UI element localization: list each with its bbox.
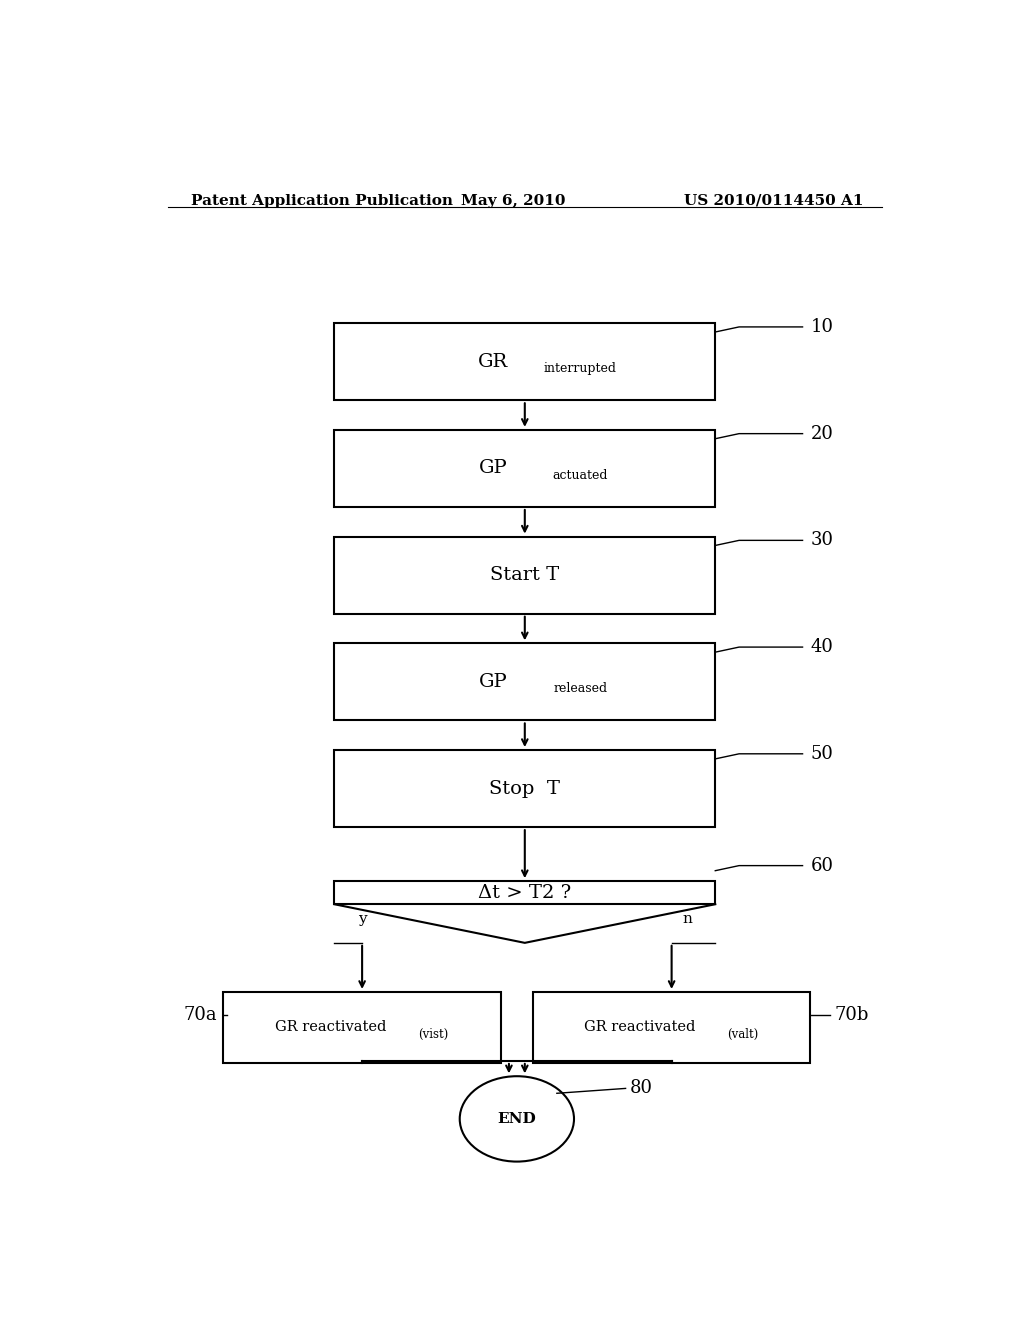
Bar bbox=[334, 323, 715, 400]
Text: 80: 80 bbox=[630, 1080, 652, 1097]
Text: May 6, 2010: May 6, 2010 bbox=[461, 194, 566, 209]
Text: 20: 20 bbox=[811, 425, 834, 442]
Text: (valt): (valt) bbox=[727, 1028, 759, 1041]
Text: 10: 10 bbox=[811, 318, 834, 335]
Text: Patent Application Publication: Patent Application Publication bbox=[191, 194, 454, 209]
Text: y: y bbox=[357, 912, 367, 927]
Text: (vist): (vist) bbox=[419, 1028, 449, 1041]
Text: Start T: Start T bbox=[490, 566, 559, 585]
Ellipse shape bbox=[460, 1076, 574, 1162]
Text: 70a: 70a bbox=[183, 1006, 217, 1024]
Text: Stop  T: Stop T bbox=[489, 780, 560, 797]
Text: 50: 50 bbox=[811, 744, 834, 763]
Bar bbox=[223, 991, 501, 1063]
Text: GP: GP bbox=[478, 459, 508, 478]
Bar bbox=[532, 991, 811, 1063]
Text: US 2010/0114450 A1: US 2010/0114450 A1 bbox=[684, 194, 863, 209]
Text: Δt > T2 ?: Δt > T2 ? bbox=[478, 883, 571, 902]
Text: GR reactivated: GR reactivated bbox=[584, 1020, 695, 1035]
Text: 30: 30 bbox=[811, 532, 834, 549]
Text: GR: GR bbox=[478, 352, 508, 371]
Text: 70b: 70b bbox=[835, 1006, 868, 1024]
Bar bbox=[334, 430, 715, 507]
Text: 40: 40 bbox=[811, 638, 834, 656]
Text: 60: 60 bbox=[811, 857, 834, 875]
Text: END: END bbox=[498, 1111, 537, 1126]
Text: GP: GP bbox=[478, 673, 508, 690]
Text: released: released bbox=[553, 682, 607, 696]
Text: n: n bbox=[683, 912, 692, 927]
Bar bbox=[334, 880, 715, 904]
Text: actuated: actuated bbox=[553, 469, 608, 482]
Bar bbox=[334, 750, 715, 828]
Bar bbox=[334, 643, 715, 721]
Text: GR reactivated: GR reactivated bbox=[274, 1020, 386, 1035]
Bar bbox=[334, 536, 715, 614]
Text: interrupted: interrupted bbox=[544, 362, 616, 375]
